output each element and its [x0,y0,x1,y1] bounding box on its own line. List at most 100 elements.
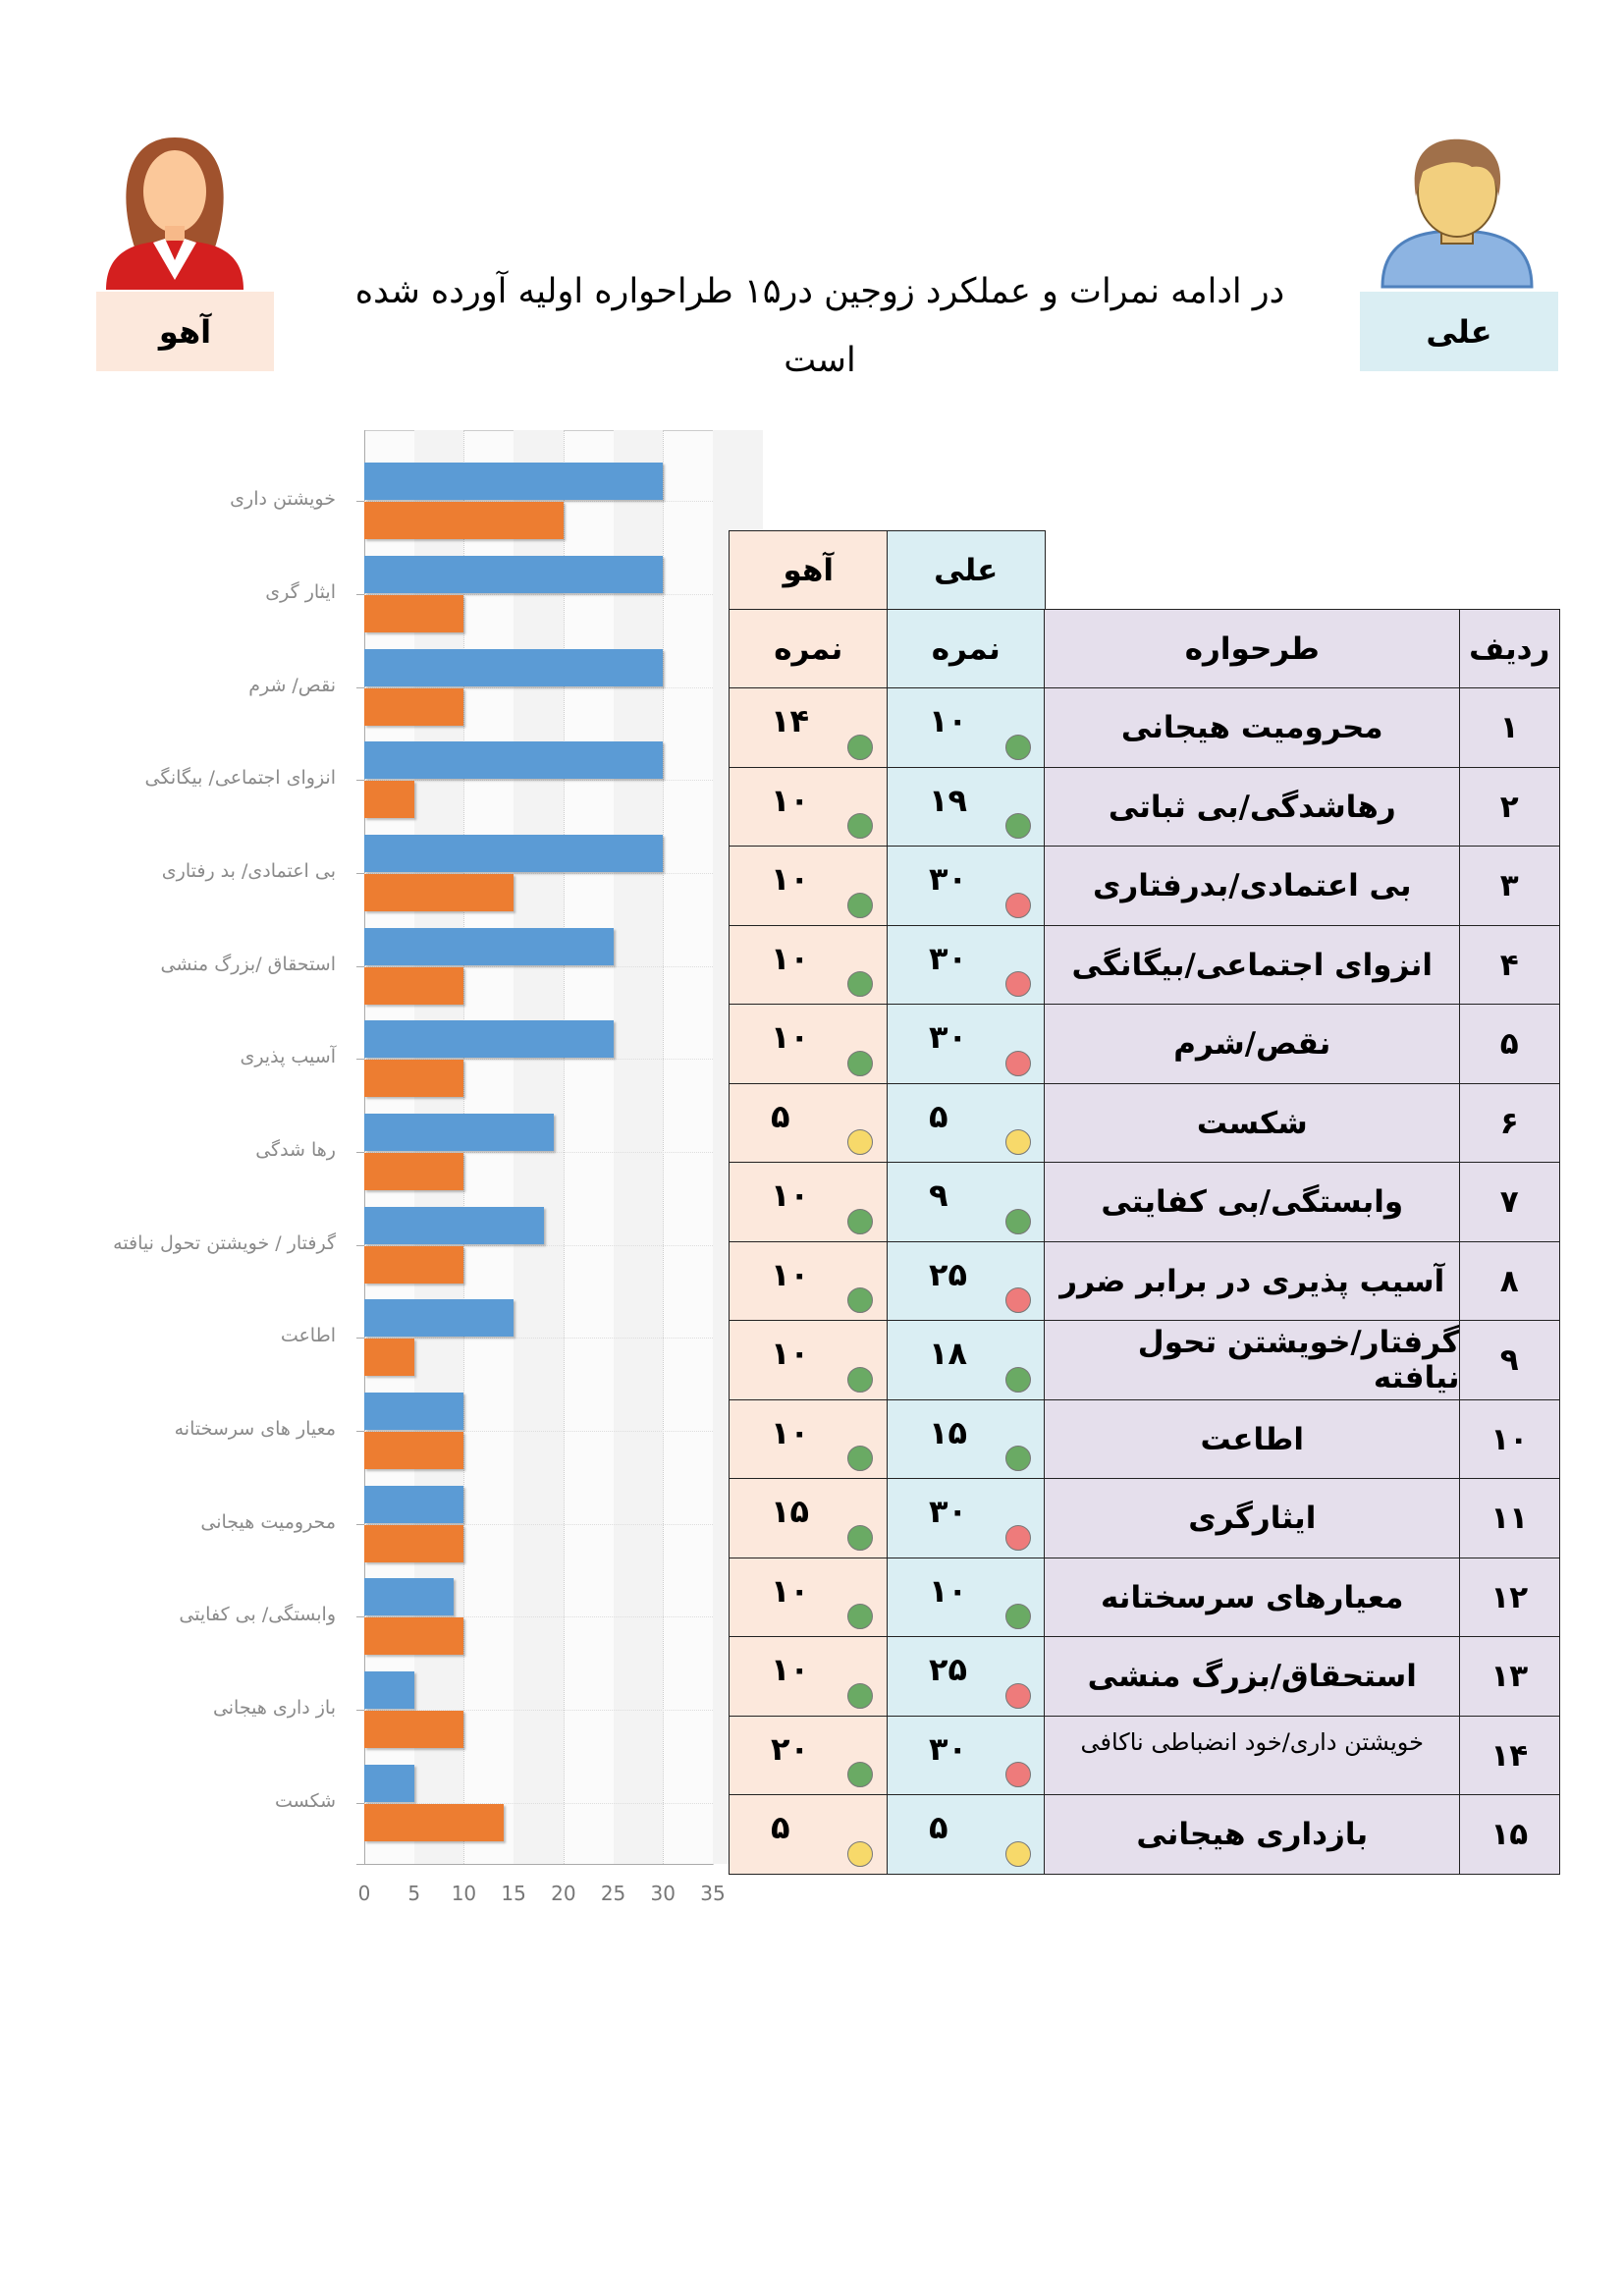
status-dot-red [1005,971,1031,998]
ali-score: ۱۵ [929,1413,968,1451]
row-number-cell-text: ۱۲ [1490,1579,1529,1615]
status-dot-green [847,971,873,998]
row-number-cell-text: ۶ [1499,1105,1519,1141]
ali-score-cell: ۳۰ [887,1478,1046,1559]
ali-score-cell: ۱۰ [887,1557,1046,1638]
status-dot-yellow [1005,1129,1031,1156]
status-dot-yellow [1005,1840,1031,1867]
category-label: گرفتار / خویشتن تحول نیافته [113,1231,336,1254]
schema-name-cell: نقص/شرم [1044,1004,1461,1085]
y-tick [356,1059,364,1061]
ahoo-score-cell: ۱۰ [729,766,889,847]
ali-score-cell: ۹ [887,1162,1046,1243]
category-label: باز داری هیجانی [212,1697,336,1719]
bar-ali [364,463,664,501]
row-number-cell-text: ۵ [1499,1026,1519,1063]
gridline-y [364,501,713,503]
ali-score-cell: ۱۸ [887,1320,1046,1401]
row-number-cell: ۲ [1459,766,1560,847]
x-tick-label: 25 [600,1882,626,1905]
bar-ahoo [364,1524,464,1562]
gridline-y [364,1152,713,1153]
ahoo-score-cell: ۵ [729,1082,889,1164]
ali-score-cell: ۵ [887,1082,1046,1164]
ahoo-score-cell: ۱۰ [729,1004,889,1085]
bar-ali [364,1393,464,1430]
status-dot-green [1005,1366,1031,1393]
gridline-x [563,430,565,1864]
category-label: محرومیت هیجانی [200,1510,336,1533]
row-number-cell-text: ۱۳ [1490,1659,1529,1695]
bar-ahoo [364,1339,414,1377]
gridline-y [364,686,713,688]
header-row: ردیف [1459,609,1560,689]
y-tick [356,1338,364,1339]
schema-name-cell: بی اعتمادی/بدرفتاری [1044,846,1461,927]
status-dot-green [1005,1208,1031,1234]
y-tick [356,501,364,503]
category-label: شکست [274,1789,336,1812]
status-dot-red [1005,892,1031,918]
schema-name-cell-text: وابستگی/بی کفایتی [1101,1184,1404,1221]
bar-ali [364,1671,414,1709]
schema-name-cell-text: آسیب پذیری در برابر ضرر [1059,1263,1445,1299]
row-number-cell-text: ۷ [1499,1184,1519,1221]
ali-score: ۱۰ [929,702,968,739]
schema-name-cell: رهاشدگی/بی ثباتی [1044,766,1461,847]
ahoo-score: ۱۰ [771,1571,810,1610]
row-number-cell-text: ۱ [1499,710,1519,746]
ahoo-score: ۱۰ [771,1413,810,1451]
ali-score: ۲۵ [929,1651,968,1689]
y-tick [356,873,364,874]
schema-name-cell: انزوای اجتماعی/بیگانگی [1044,924,1461,1006]
row-number-cell: ۷ [1459,1162,1560,1243]
ahoo-score-cell: ۱۰ [729,1557,889,1638]
row-number-cell: ۱۵ [1459,1794,1560,1876]
bar-ali [364,741,664,780]
ali-score: ۳۰ [929,1729,968,1768]
status-dot-green [847,1682,873,1709]
schema-name-cell-text: رهاشدگی/بی ثباتی [1108,789,1396,825]
schema-name-cell: ایثارگری [1044,1478,1461,1559]
female-name-label: آهو [96,292,274,371]
row-number-cell-text: ۳ [1499,868,1519,904]
bar-ahoo [364,1711,464,1748]
ahoo-score-cell: ۱۰ [729,1398,889,1480]
bar-ali [364,556,664,593]
gridline-y [364,1431,713,1432]
ali-score: ۳۰ [929,860,968,899]
header-ahoo-text: آهو [783,552,835,588]
row-number-cell-text: ۱۰ [1490,1421,1529,1457]
ali-score-cell: ۳۰ [887,846,1046,927]
ali-score: ۹ [929,1176,948,1215]
gridline-y [364,1244,713,1246]
status-dot-green [847,1208,873,1234]
ali-score-cell: ۱۹ [887,766,1046,847]
bar-ali [364,1299,514,1338]
schema-name-cell-text: خویشتن داری/خود انضباطی ناکافی [1080,1727,1425,1756]
status-dot-green [847,892,873,918]
schema-name-cell-text: بی اعتمادی/بدرفتاری [1092,868,1412,904]
status-dot-green [847,1366,873,1393]
ahoo-score: ۲۰ [771,1729,810,1768]
ali-score: ۱۰ [929,1571,968,1610]
row-number-cell-text: ۲ [1499,789,1519,825]
bar-ali [364,927,614,965]
status-dot-green [847,734,873,760]
ahoo-score: ۱۰ [771,1651,810,1689]
ali-score-cell: ۳۰ [887,1004,1046,1085]
status-dot-yellow [847,1840,873,1867]
ali-score-cell: ۲۵ [887,1636,1046,1718]
status-dot-green [1005,1604,1031,1630]
status-dot-green [847,1446,873,1472]
ahoo-score: ۱۰ [771,1018,810,1057]
bar-ahoo [364,502,564,540]
y-tick [356,1431,364,1432]
category-label: نقص/ شرم [248,674,336,696]
schema-name-cell: معیارهای سرسختانه [1044,1557,1461,1638]
y-tick [356,1152,364,1153]
schema-name-cell: اطاعت [1044,1398,1461,1480]
gridline-y [364,965,713,967]
bar-ali [364,1114,554,1151]
row-number-cell: ۱۳ [1459,1636,1560,1718]
